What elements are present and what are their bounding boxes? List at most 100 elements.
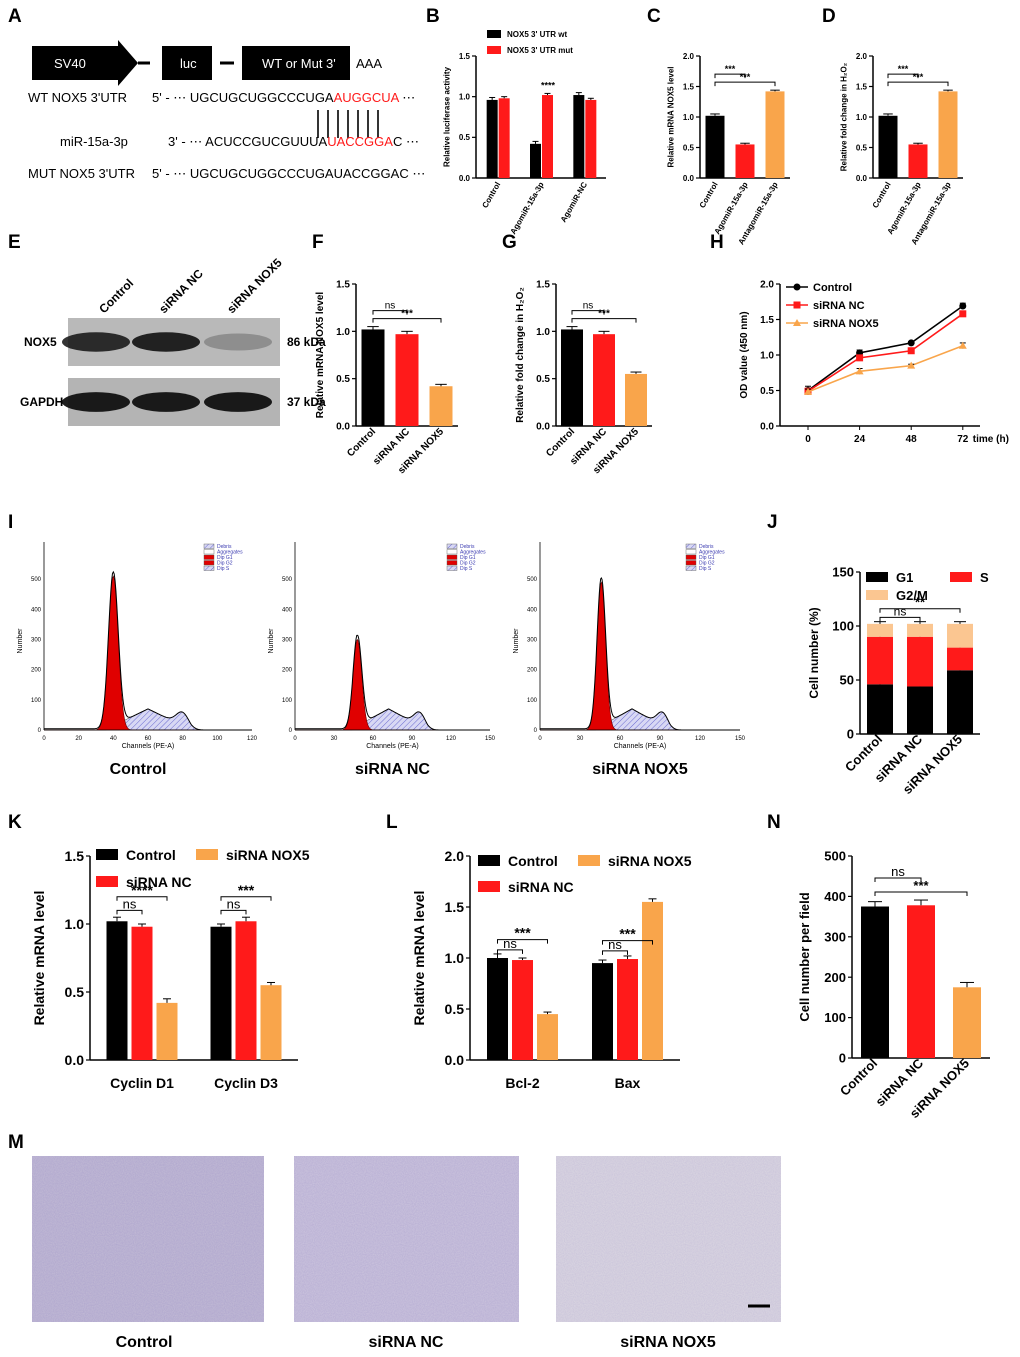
x-tick-label: 60 (370, 736, 377, 742)
y-tick-label: 0.5 (445, 1001, 465, 1017)
panel-letter-e: E (8, 232, 21, 253)
flow-panel-label: siRNA NOX5 (592, 761, 688, 778)
panel-letter-n: N (767, 812, 781, 833)
x-tick-label: 72 (957, 434, 969, 445)
y-tick-label: 300 (31, 637, 42, 643)
y-tick-label: 1.5 (459, 52, 471, 61)
y-tick-label: 200 (282, 668, 293, 674)
significance-bracket (571, 310, 605, 315)
mir-seq-prefix: 3' - ⋯ ACUCCGUCGUUUA (168, 134, 328, 149)
bar (861, 906, 889, 1058)
utr-label: WT or Mut 3' (262, 56, 336, 71)
significance-bracket (602, 940, 653, 945)
data-point (907, 361, 916, 369)
significance-label: ns (583, 301, 594, 312)
y-tick-label: 2.0 (856, 52, 868, 61)
significance-bracket (879, 608, 961, 613)
legend-swatch (203, 554, 215, 560)
significance-label: ** (915, 595, 926, 610)
significance-bracket (116, 909, 143, 915)
data-point (907, 347, 915, 355)
x-tick-label: 40 (110, 736, 117, 742)
significance-bracket (497, 949, 523, 954)
sv40-arrow (32, 40, 138, 86)
legend-swatch (950, 572, 972, 582)
x-tick-label: Control (871, 181, 893, 210)
wb-band-size: 37 kDa (287, 395, 326, 409)
x-tick-label: Bax (615, 1075, 641, 1091)
y-tick-label: 1.0 (445, 950, 465, 966)
panel-letter-h: H (710, 232, 724, 253)
x-tick-label: Cyclin D3 (214, 1075, 278, 1091)
legend-marker (793, 319, 801, 326)
x-tick-label: 0 (293, 736, 297, 742)
bar (585, 99, 597, 178)
chart-d: 0.0 0.5 1.0 1.5 2.0 Relative fold change in H… (840, 52, 963, 246)
bar (235, 921, 257, 1060)
legend-label: S (980, 570, 989, 585)
y-tick-label: 50 (840, 673, 854, 688)
x-tick-label: 60 (617, 736, 624, 742)
y-tick-label: 0.5 (760, 386, 774, 397)
utr-box (242, 46, 350, 80)
legend-label: siRNA NC (813, 300, 865, 312)
panel-letter-c: C (647, 6, 661, 27)
significance-label: ns (894, 604, 907, 618)
significance-bracket (116, 896, 168, 901)
y-tick-label: 1.5 (336, 280, 350, 291)
pairing-lines (317, 110, 379, 138)
data-point (855, 367, 864, 375)
y-axis-label: Cell number per field (797, 892, 812, 1021)
legend-swatch (446, 560, 458, 566)
stacked-bar-segment (947, 647, 973, 671)
y-tick-label: 1.5 (856, 82, 868, 91)
legend-label: Control (508, 853, 558, 869)
wt-seq-suffix: ⋯ (399, 90, 416, 105)
wb-lane-label: Control (96, 276, 136, 316)
x-tick-label: Control (480, 181, 502, 210)
legend-marker (793, 283, 801, 291)
significance-bracket (372, 318, 442, 323)
bar (705, 115, 725, 178)
blot-bands (62, 332, 272, 412)
x-tick-label: 0 (538, 736, 542, 742)
y-tick-label: 2.0 (760, 280, 774, 291)
legend-swatch (578, 855, 600, 866)
y-tick-label: 1.0 (536, 327, 550, 338)
chart-f: 0.0 0.5 1.0 1.5 Relative mRNA NOX5 level Cont… (315, 280, 458, 476)
legend-label: siRNA NC (126, 874, 192, 890)
blot-band (62, 332, 130, 352)
chart-b: 0.0 0.5 1.0 1.5 Relative luciferase activity… (443, 30, 606, 236)
panel-letter-k: K (8, 812, 22, 833)
significance-label: ns (385, 301, 396, 312)
x-tick-label: 30 (577, 736, 584, 742)
series-line (807, 305, 964, 392)
legend-label: Dip G1 (217, 555, 233, 561)
data-point (959, 302, 967, 310)
bar (573, 95, 585, 178)
legend-swatch (478, 855, 500, 866)
wb-band-size: 86 kDa (287, 335, 326, 349)
y-tick-label: 0.0 (65, 1052, 85, 1068)
y-tick-label: 100 (824, 1010, 846, 1025)
significance-label: *** (913, 72, 924, 82)
y-tick-label: 100 (527, 698, 538, 704)
y-tick-label: 0 (534, 728, 538, 734)
significance-label: *** (913, 878, 929, 893)
legend-label: Control (813, 282, 852, 294)
micrograph-sirna-nc (294, 1156, 519, 1322)
panel-letter-d: D (822, 6, 836, 27)
y-tick-label: 1.0 (65, 916, 85, 932)
y-tick-label: 200 (31, 668, 42, 674)
micrograph-label: siRNA NOX5 (620, 1334, 716, 1351)
legend-swatch (96, 849, 118, 860)
legend-label: siRNA NOX5 (813, 318, 879, 330)
x-tick-label: 120 (247, 736, 258, 742)
data-point (959, 310, 967, 318)
y-tick-label: 1.5 (536, 280, 550, 291)
legend-label: Dip G1 (460, 555, 476, 561)
legend-swatch (203, 565, 215, 571)
legend-swatch (685, 565, 697, 571)
legend-swatch (866, 590, 888, 600)
